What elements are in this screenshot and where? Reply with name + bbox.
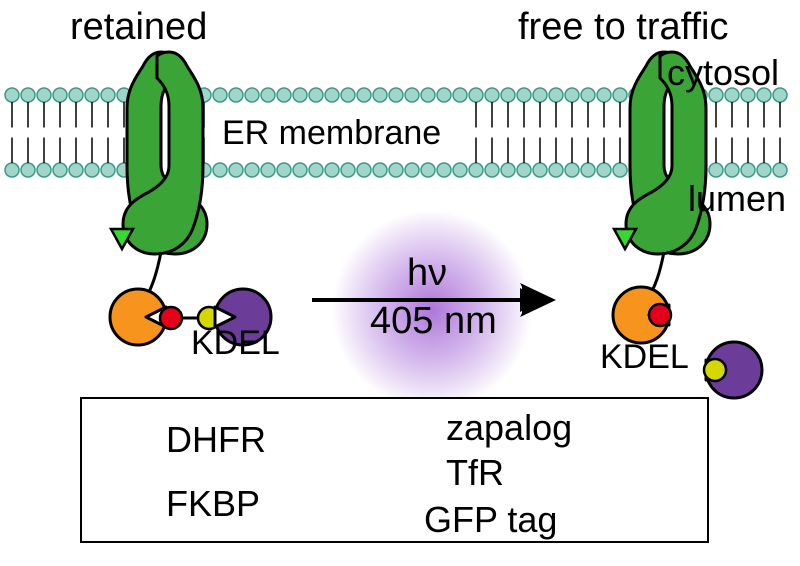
label-hv: hν — [407, 252, 447, 295]
legend-dhfr: DHFR — [166, 419, 266, 461]
label-free-to-traffic: free to traffic — [518, 6, 729, 49]
label-er-membrane: ER membrane — [222, 114, 441, 153]
legend-zapalog: zapalog — [446, 407, 572, 449]
legend-gfp: GFP tag — [424, 499, 557, 541]
label-wavelength: 405 nm — [370, 300, 497, 343]
legend-fkbp: FKBP — [166, 483, 260, 525]
label-kdel-right: KDEL — [600, 338, 689, 377]
legend-tfr: TfR — [446, 452, 504, 494]
label-kdel-left: KDEL — [191, 324, 280, 363]
label-cytosol: cytosol — [667, 52, 779, 94]
label-lumen: lumen — [688, 178, 786, 220]
label-retained: retained — [70, 6, 207, 49]
